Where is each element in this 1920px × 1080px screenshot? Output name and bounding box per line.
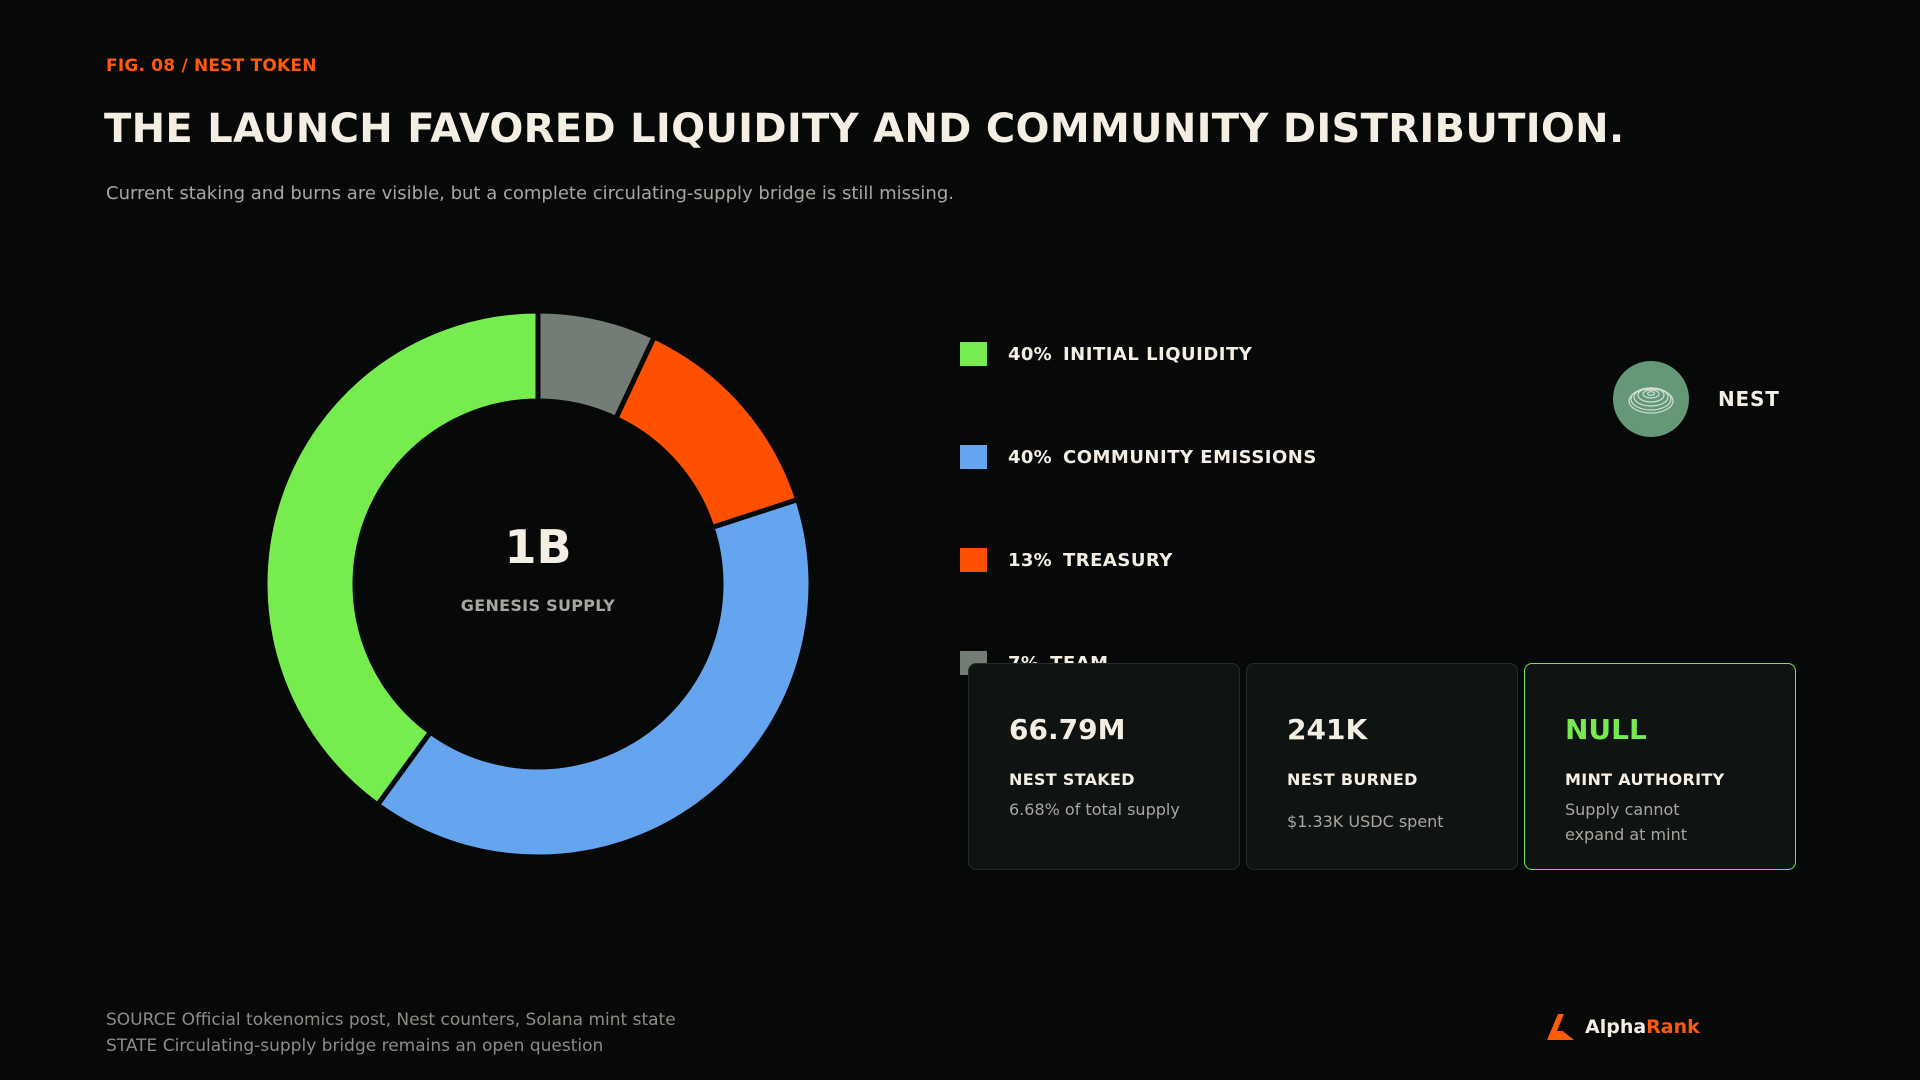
nest-token-glyph	[1628, 387, 1674, 414]
stat-note: $1.33K USDC spent	[1287, 812, 1444, 831]
legend-swatch	[960, 445, 987, 469]
stat-note: 6.68% of total supply	[1009, 800, 1180, 819]
legend-swatch	[960, 342, 987, 366]
legend-item-treasury: 13% TREASURY	[960, 548, 1173, 572]
source-note: SOURCE Official tokenomics post, Nest co…	[106, 1007, 676, 1059]
figure-label: FIG. 08 / NEST TOKEN	[106, 56, 317, 76]
donut-slice-initial-liquidity	[262, 308, 541, 809]
legend-label: INITIAL LIQUIDITY	[1062, 343, 1253, 365]
stat-value: 241K	[1287, 713, 1368, 746]
legend-item-initial-liquidity: 40% INITIAL LIQUIDITY	[960, 342, 1252, 366]
donut-slice-team	[535, 308, 658, 422]
stat-card-burned: 241K NEST BURNED $1.33K USDC spent	[1246, 663, 1518, 870]
legend-item-community-emissions: 40% COMMUNITY EMISSIONS	[960, 445, 1317, 469]
legend-label: COMMUNITY EMISSIONS	[1062, 446, 1317, 468]
brand-name-alpha: Alpha	[1585, 1016, 1647, 1038]
legend-percent: 40%	[1008, 446, 1052, 468]
stat-card-staked: 66.79M NEST STAKED 6.68% of total supply	[968, 663, 1240, 870]
stat-label: NEST BURNED	[1287, 770, 1418, 789]
donut-slice-community-emissions	[374, 496, 814, 860]
stat-value: 66.79M	[1009, 713, 1126, 746]
brand-name-rank: Rank	[1646, 1016, 1700, 1038]
legend-swatch	[960, 548, 987, 572]
stat-note: Supply cannot expand at mint	[1565, 800, 1687, 844]
donut-slice-treasury	[612, 333, 801, 531]
stat-value: NULL	[1565, 713, 1647, 746]
alpharank-logo-icon	[1547, 1014, 1574, 1040]
source-line: SOURCE Official tokenomics post, Nest co…	[106, 1010, 676, 1030]
state-line: STATE Circulating-supply bridge remains …	[106, 1036, 604, 1056]
stat-card-mint-authority: NULL MINT AUTHORITY Supply cannot expand…	[1524, 663, 1796, 870]
page-title: THE LAUNCH FAVORED LIQUIDITY AND COMMUNI…	[104, 106, 1625, 152]
donut-center-label: GENESIS SUPPLY	[460, 596, 616, 615]
stat-label: NEST STAKED	[1009, 770, 1135, 789]
nest-token-icon	[1613, 361, 1689, 437]
page-subtitle: Current staking and burns are visible, b…	[106, 183, 954, 204]
stat-label: MINT AUTHORITY	[1565, 770, 1725, 789]
legend-percent: 40%	[1008, 343, 1052, 365]
brand-logo: Alpha Rank	[1545, 1012, 1700, 1042]
donut-center-value: 1B	[504, 520, 572, 574]
legend-label: TREASURY	[1062, 549, 1173, 571]
legend-percent: 13%	[1008, 549, 1052, 571]
token-name: NEST	[1718, 387, 1780, 411]
